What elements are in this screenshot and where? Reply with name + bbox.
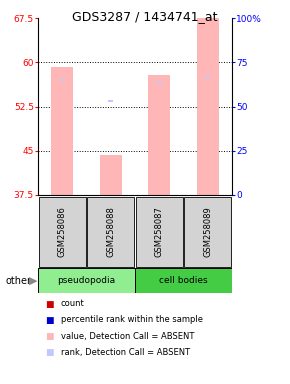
- FancyBboxPatch shape: [135, 268, 232, 293]
- Bar: [100, 155, 122, 195]
- Text: GDS3287 / 1434741_at: GDS3287 / 1434741_at: [72, 10, 218, 23]
- FancyBboxPatch shape: [136, 197, 182, 267]
- Text: count: count: [61, 300, 85, 308]
- Bar: [148, 75, 170, 195]
- Text: ■: ■: [45, 300, 53, 308]
- Text: ■: ■: [45, 316, 53, 324]
- Text: ■: ■: [45, 331, 53, 341]
- Bar: [157, 82, 162, 84]
- Text: other: other: [6, 275, 32, 285]
- Bar: [108, 99, 113, 102]
- Text: ▶: ▶: [29, 275, 38, 285]
- FancyBboxPatch shape: [39, 197, 86, 267]
- Text: value, Detection Call = ABSENT: value, Detection Call = ABSENT: [61, 331, 194, 341]
- FancyBboxPatch shape: [184, 197, 231, 267]
- Text: GSM258089: GSM258089: [203, 207, 212, 257]
- Text: pseudopodia: pseudopodia: [57, 276, 115, 285]
- Text: rank, Detection Call = ABSENT: rank, Detection Call = ABSENT: [61, 348, 190, 356]
- Bar: [197, 18, 219, 195]
- Text: GSM258087: GSM258087: [155, 207, 164, 257]
- Bar: [60, 79, 65, 81]
- Text: GSM258086: GSM258086: [58, 207, 67, 257]
- Text: GSM258088: GSM258088: [106, 207, 115, 257]
- Text: ■: ■: [45, 348, 53, 356]
- FancyBboxPatch shape: [88, 197, 134, 267]
- Text: percentile rank within the sample: percentile rank within the sample: [61, 316, 203, 324]
- FancyBboxPatch shape: [38, 268, 135, 293]
- Bar: [51, 67, 73, 195]
- Bar: [205, 76, 210, 78]
- Text: cell bodies: cell bodies: [159, 276, 208, 285]
